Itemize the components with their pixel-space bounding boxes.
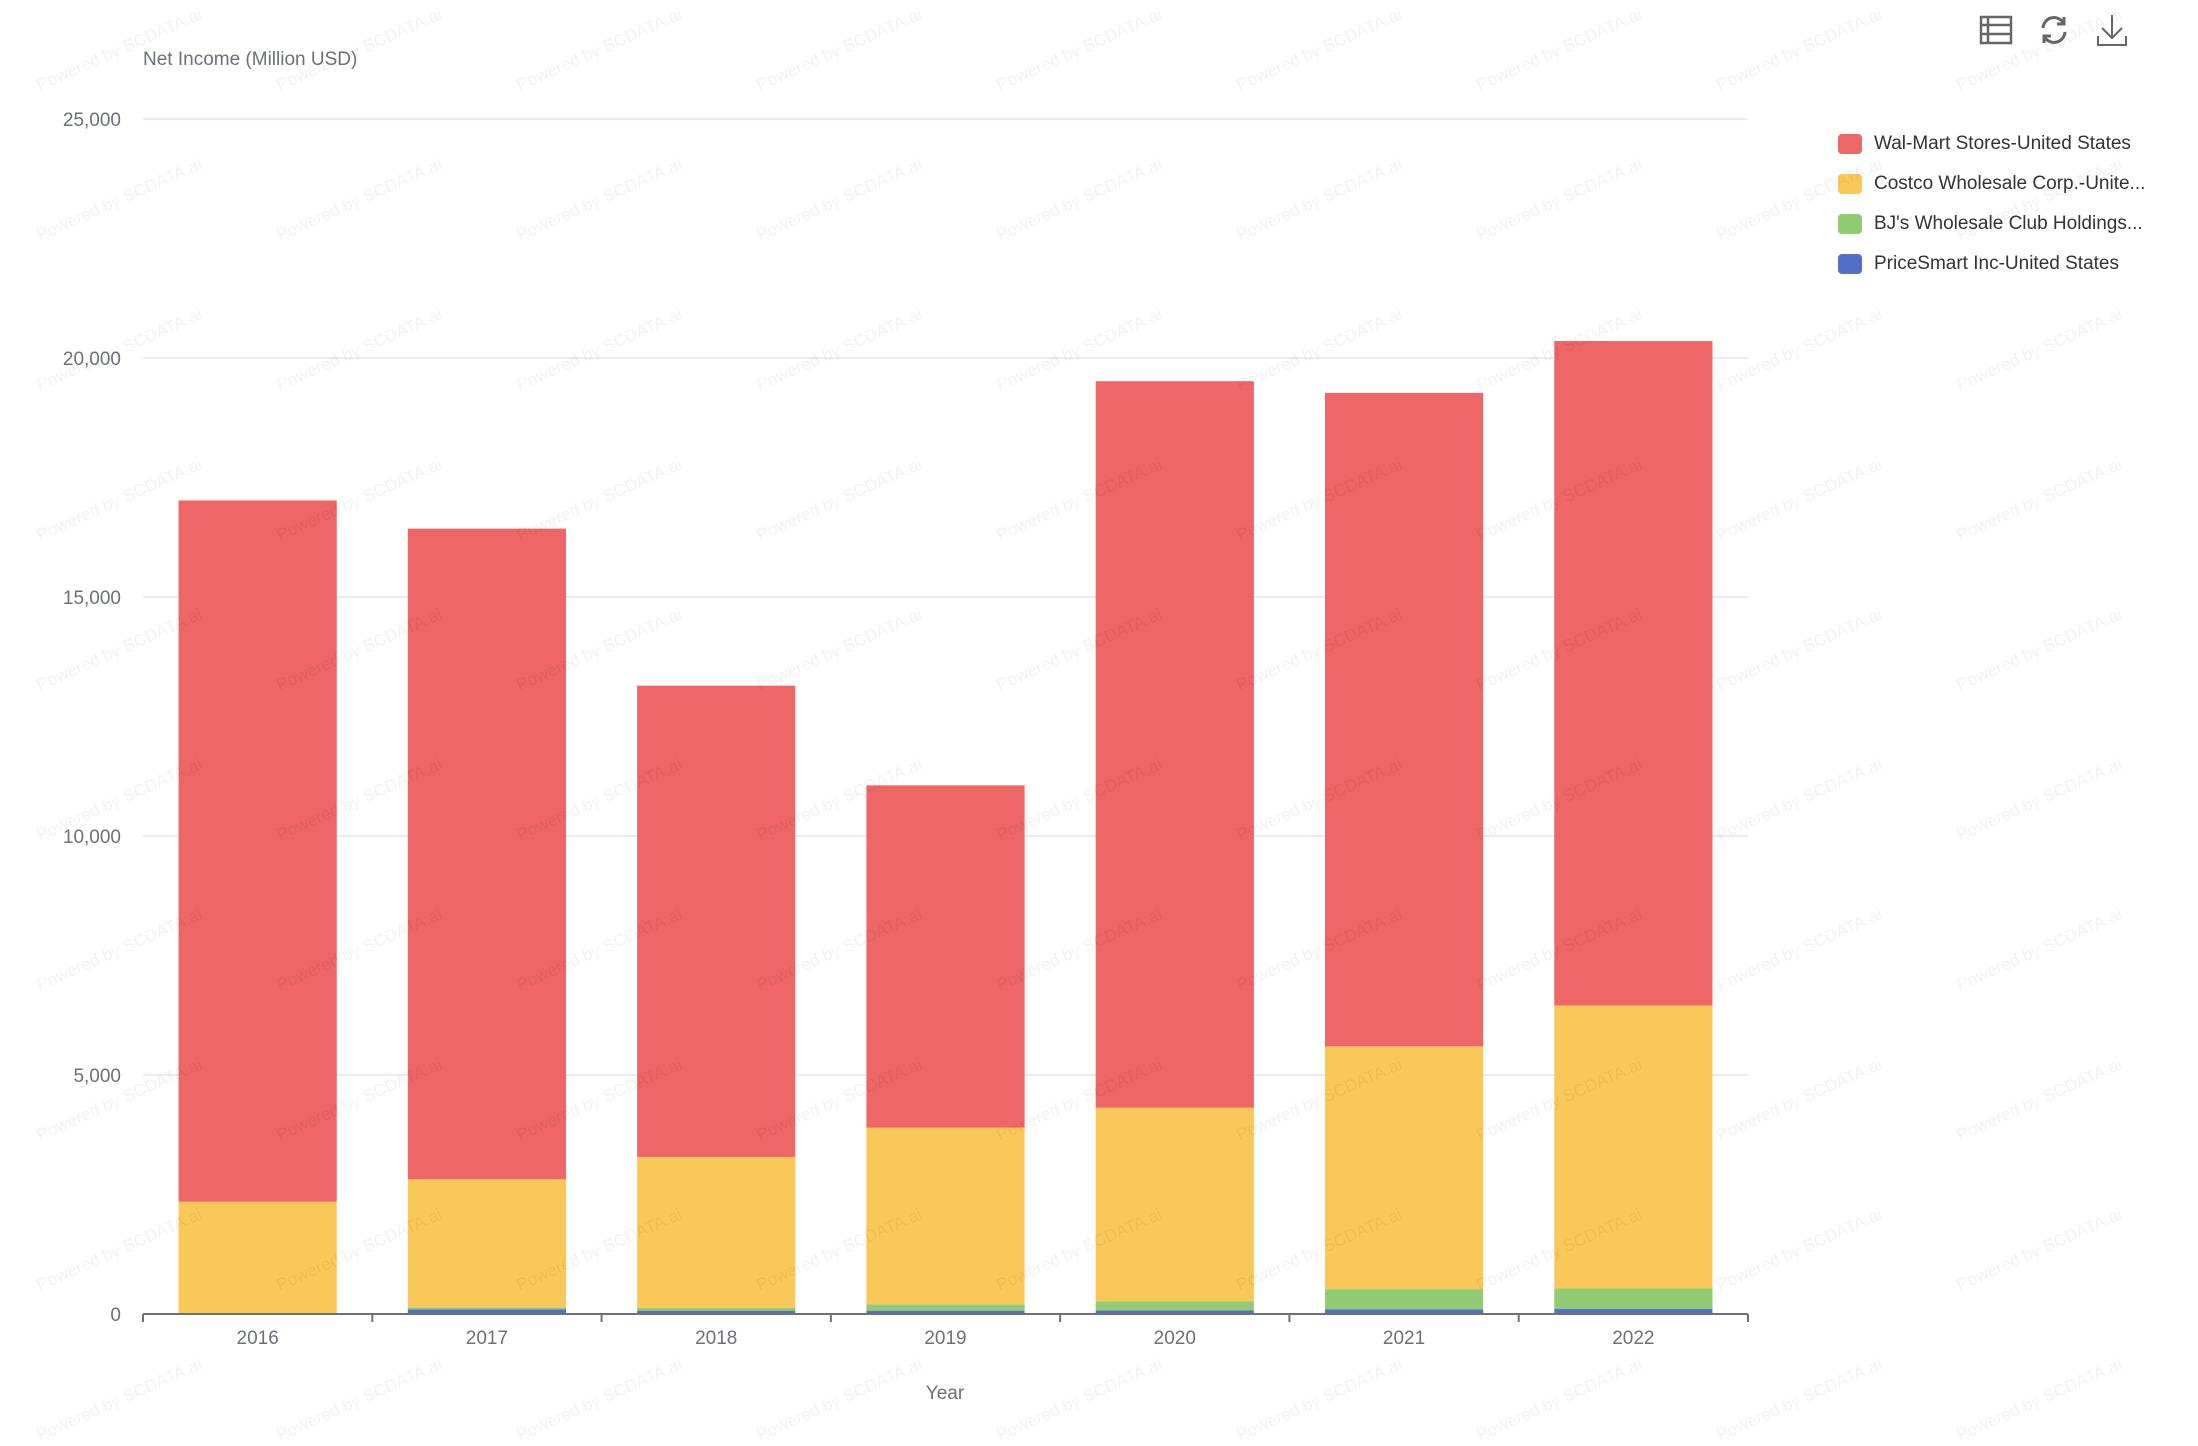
bar-segment[interactable]	[1554, 1288, 1713, 1309]
bar-segment[interactable]	[178, 500, 337, 1202]
bar-segment[interactable]	[637, 1310, 796, 1314]
bar-segment[interactable]	[407, 1307, 567, 1310]
x-tick-label: 2021	[1383, 1328, 1425, 1349]
bar-segment[interactable]	[407, 1179, 567, 1308]
bar-segment[interactable]	[637, 1156, 796, 1309]
x-tick-label: 2019	[924, 1328, 966, 1349]
y-tick-label: 20,000	[63, 349, 121, 370]
legend-swatch	[1838, 254, 1862, 274]
y-tick-label: 15,000	[63, 588, 121, 609]
bar-segment[interactable]	[407, 1309, 567, 1314]
bar-segment[interactable]	[178, 1201, 337, 1314]
y-tick-label: 25,000	[63, 110, 121, 131]
legend-item[interactable]: PriceSmart Inc-United States	[1838, 244, 2145, 284]
bar-segment[interactable]	[1095, 1107, 1254, 1302]
bar-segment[interactable]	[866, 1127, 1025, 1305]
x-tick-label: 2016	[237, 1328, 279, 1349]
bar-segment[interactable]	[866, 785, 1025, 1128]
bar-segment[interactable]	[866, 1304, 1025, 1311]
bar-segment[interactable]	[866, 1310, 1025, 1314]
y-tick-label: 0	[110, 1305, 121, 1326]
legend-item[interactable]: BJ's Wholesale Club Holdings...	[1838, 204, 2145, 244]
legend-label: Wal-Mart Stores-United States	[1874, 133, 2131, 154]
bar-segment[interactable]	[1324, 1309, 1484, 1314]
legend-label: Costco Wholesale Corp.-Unite...	[1874, 173, 2146, 194]
x-tick-label: 2022	[1612, 1328, 1654, 1349]
legend-swatch	[1838, 214, 1862, 234]
legend-item[interactable]: Costco Wholesale Corp.-Unite...	[1838, 164, 2145, 204]
legend-label: BJ's Wholesale Club Holdings...	[1874, 213, 2143, 234]
legend-swatch	[1838, 134, 1862, 154]
bar-segment[interactable]	[407, 528, 567, 1180]
legend-swatch	[1838, 174, 1862, 194]
y-tick-label: 10,000	[63, 827, 121, 848]
x-tick-label: 2017	[466, 1328, 508, 1349]
legend-item[interactable]: Wal-Mart Stores-United States	[1838, 124, 2145, 164]
bar-segment[interactable]	[637, 685, 796, 1157]
bar-segment[interactable]	[1095, 381, 1254, 1108]
download-icon[interactable]	[2094, 12, 2130, 48]
chart-legend: Wal-Mart Stores-United States Costco Whol…	[1838, 124, 2145, 284]
refresh-icon[interactable]	[2036, 12, 2072, 48]
legend-label: PriceSmart Inc-United States	[1874, 253, 2119, 274]
bar-segment[interactable]	[1095, 1310, 1254, 1314]
x-tick-label: 2020	[1154, 1328, 1196, 1349]
y-axis-title: Net Income (Million USD)	[143, 49, 357, 70]
chart-toolbar	[1978, 12, 2130, 48]
bar-segment[interactable]	[1095, 1301, 1254, 1311]
bar-segment[interactable]	[1554, 341, 1713, 1006]
bar-segment[interactable]	[1554, 1308, 1713, 1314]
y-tick-label: 5,000	[73, 1066, 121, 1087]
x-axis-title: Year	[926, 1383, 965, 1404]
bar-segment[interactable]	[637, 1308, 796, 1311]
data-view-icon[interactable]	[1978, 12, 2014, 48]
bar-segment[interactable]	[1324, 1289, 1484, 1310]
bar-segment[interactable]	[1324, 1046, 1484, 1290]
bar-segment[interactable]	[1324, 392, 1484, 1047]
bar-segment[interactable]	[1554, 1005, 1713, 1289]
x-tick-label: 2018	[695, 1328, 737, 1349]
